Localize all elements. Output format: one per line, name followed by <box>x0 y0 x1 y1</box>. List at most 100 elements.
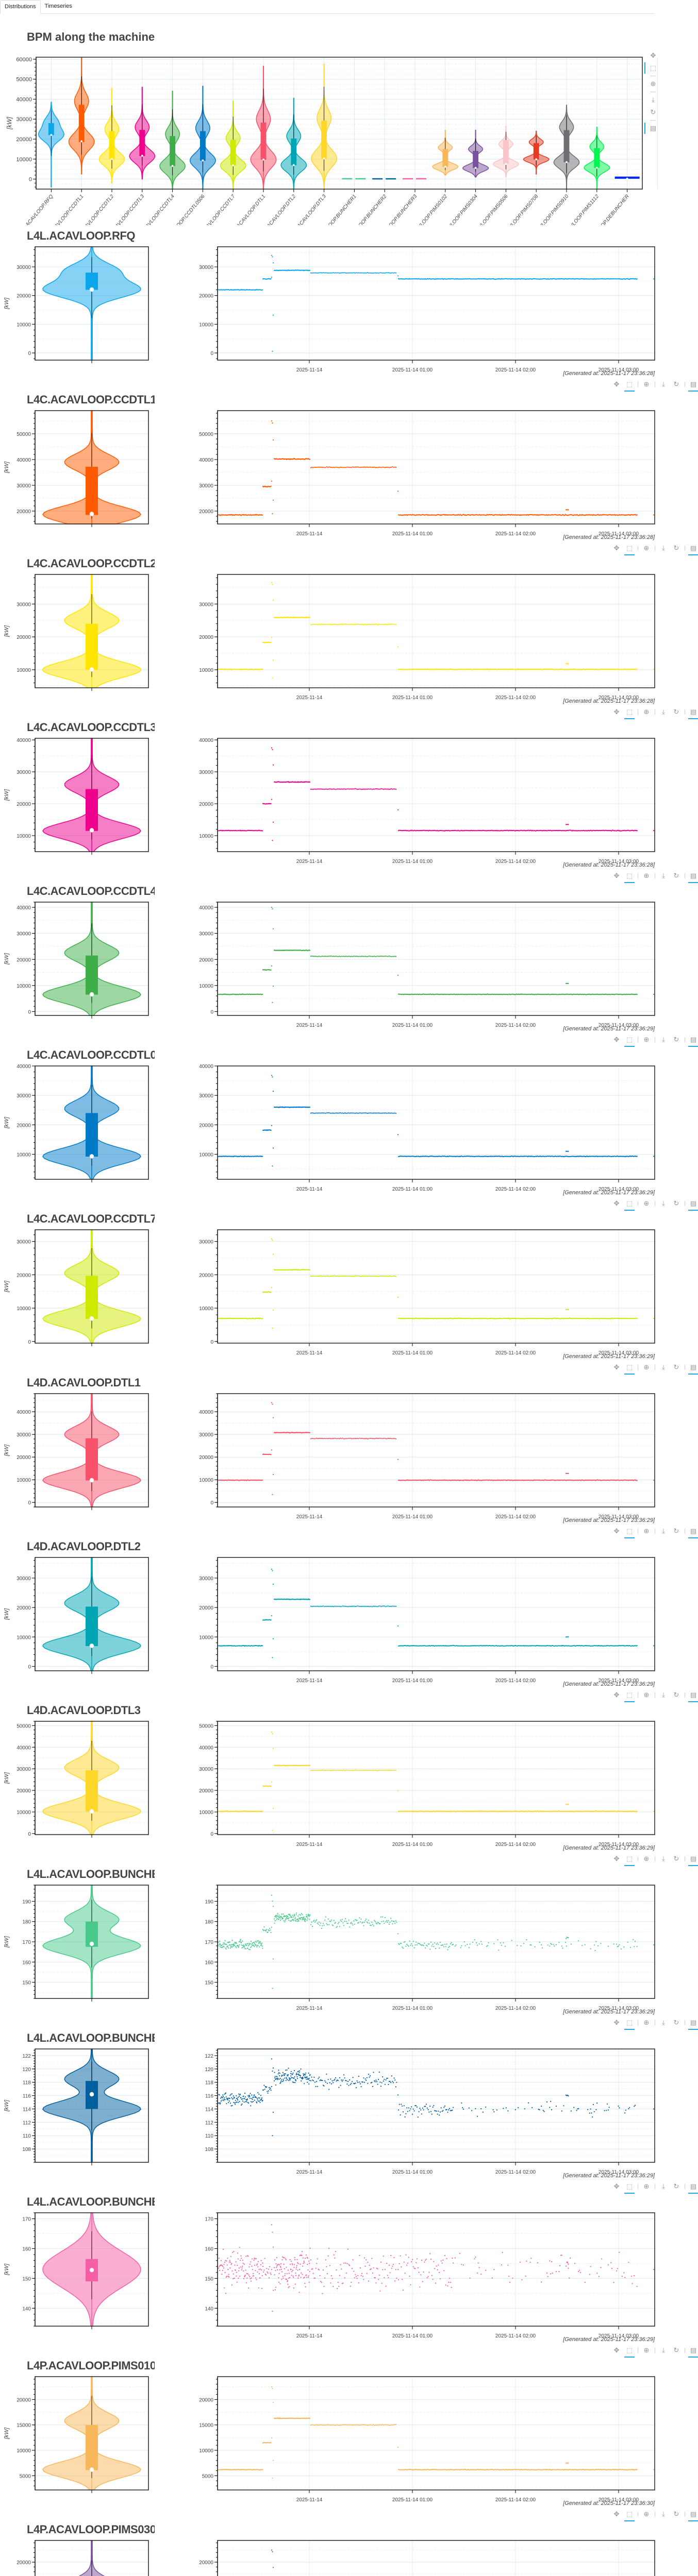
pan-icon[interactable]: ✥ <box>612 544 621 553</box>
timeseries-panel[interactable]: 2025-11-14 2025-11-14 01:00 2025-11-14 02:… <box>199 247 655 380</box>
wheel-zoom-icon[interactable]: ⊕ <box>642 1199 651 1208</box>
box-zoom-icon[interactable]: ⬚ <box>649 63 658 73</box>
data-point <box>388 467 389 468</box>
box-zoom-icon[interactable]: ⬚ <box>625 707 634 717</box>
reset-icon[interactable]: ↻ <box>672 1035 681 1044</box>
box-zoom-icon[interactable]: ⬚ <box>625 544 634 553</box>
data-point <box>379 467 380 468</box>
save-icon[interactable]: ⤓ <box>659 1199 668 1208</box>
data-point <box>352 624 353 625</box>
hover-icon[interactable]: ▤ <box>689 1199 698 1208</box>
data-point <box>312 1276 313 1277</box>
wheel-zoom-icon[interactable]: ⊕ <box>642 380 651 389</box>
row-toolbar: ✥ ⬚ ⊕ ⤓ ↻ ▤ <box>612 380 698 389</box>
violin-median-dot <box>90 1316 94 1320</box>
hover-icon[interactable]: ▤ <box>689 707 698 717</box>
data-point <box>366 956 367 957</box>
box-zoom-icon[interactable]: ⬚ <box>625 871 634 880</box>
data-point <box>388 1276 389 1277</box>
data-point <box>324 789 325 790</box>
reset-icon[interactable]: ↻ <box>672 871 681 880</box>
wheel-zoom-icon[interactable]: ⊕ <box>642 707 651 717</box>
data-point <box>324 956 325 957</box>
y-tick-label: 30000 <box>16 770 31 775</box>
save-icon[interactable]: ⤓ <box>659 707 668 717</box>
wheel-zoom-icon[interactable]: ⊕ <box>642 1035 651 1044</box>
pan-icon[interactable]: ✥ <box>649 51 658 60</box>
box-zoom-icon[interactable]: ⬚ <box>625 1035 634 1044</box>
violin-iqr-box <box>321 121 327 159</box>
wheel-zoom-icon[interactable]: ⊕ <box>642 544 651 553</box>
save-icon[interactable]: ⤓ <box>659 871 668 880</box>
reset-icon[interactable]: ↻ <box>672 544 681 553</box>
data-point <box>328 1112 329 1113</box>
hover-icon[interactable]: ▤ <box>689 544 698 553</box>
timeseries-panel[interactable]: 2025-11-14 2025-11-14 01:00 2025-11-14 02:… <box>199 411 655 544</box>
save-icon[interactable]: ⤓ <box>649 95 658 105</box>
save-icon[interactable]: ⤓ <box>659 1035 668 1044</box>
data-point <box>373 956 374 957</box>
timeseries-panel[interactable]: 2025-11-14 2025-11-14 01:00 2025-11-14 02:… <box>199 1064 655 1199</box>
data-point <box>377 624 378 625</box>
data-point <box>310 1112 311 1113</box>
data-point <box>321 788 322 789</box>
data-point <box>359 273 360 274</box>
data-point <box>384 788 385 789</box>
data-point <box>392 624 393 625</box>
reset-icon[interactable]: ↻ <box>649 108 658 117</box>
data-point <box>314 788 315 789</box>
tab-distributions[interactable]: Distributions <box>0 0 41 14</box>
violin-median-dot <box>111 158 113 160</box>
data-point <box>359 624 360 625</box>
hover-icon[interactable]: ▤ <box>689 871 698 880</box>
data-point <box>382 956 383 957</box>
reset-icon[interactable]: ↻ <box>672 707 681 717</box>
wheel-zoom-icon[interactable]: ⊕ <box>642 871 651 880</box>
pan-icon[interactable]: ✥ <box>612 1035 621 1044</box>
data-point <box>314 1113 315 1114</box>
tab-timeseries[interactable]: Timeseries <box>41 0 76 13</box>
data-point <box>349 1113 350 1114</box>
reset-icon[interactable]: ↻ <box>672 1199 681 1208</box>
pan-icon[interactable]: ✥ <box>612 380 621 389</box>
box-zoom-icon[interactable]: ⬚ <box>625 1199 634 1208</box>
pan-icon[interactable]: ✥ <box>612 707 621 717</box>
reset-icon[interactable]: ↻ <box>672 380 681 389</box>
timeseries-panel[interactable]: 2025-11-14 2025-11-14 01:00 2025-11-14 02:… <box>199 1230 655 1363</box>
timeseries-panel[interactable]: 2025-11-14 2025-11-14 01:00 2025-11-14 02:… <box>199 574 655 707</box>
wheel-zoom-icon[interactable]: ⊕ <box>649 79 658 89</box>
timeseries-panel[interactable]: 2025-11-14 2025-11-14 01:00 2025-11-14 02:… <box>199 902 655 1035</box>
data-point <box>386 1113 387 1114</box>
overview-violin-chart[interactable]: L4L.ACAVLOOP.RFQL4C.ACAVLOOP.CCDTL1L4C.A… <box>0 14 698 225</box>
box-zoom-icon[interactable]: ⬚ <box>625 380 634 389</box>
hover-icon[interactable]: ▤ <box>649 124 658 133</box>
data-point <box>338 1113 339 1114</box>
hover-icon[interactable]: ▤ <box>689 380 698 389</box>
pan-icon[interactable]: ✥ <box>612 871 621 880</box>
pan-icon[interactable]: ✥ <box>612 1199 621 1208</box>
hover-icon[interactable]: ▤ <box>689 1035 698 1044</box>
violin-median-dot <box>475 167 477 169</box>
save-icon[interactable]: ⤓ <box>659 544 668 553</box>
timeseries-panel[interactable]: 2025-11-14 2025-11-14 01:00 2025-11-14 02:… <box>199 738 655 871</box>
data-point <box>361 789 362 790</box>
data-point <box>326 789 327 790</box>
data-point <box>384 624 385 625</box>
save-icon[interactable]: ⤓ <box>659 380 668 389</box>
